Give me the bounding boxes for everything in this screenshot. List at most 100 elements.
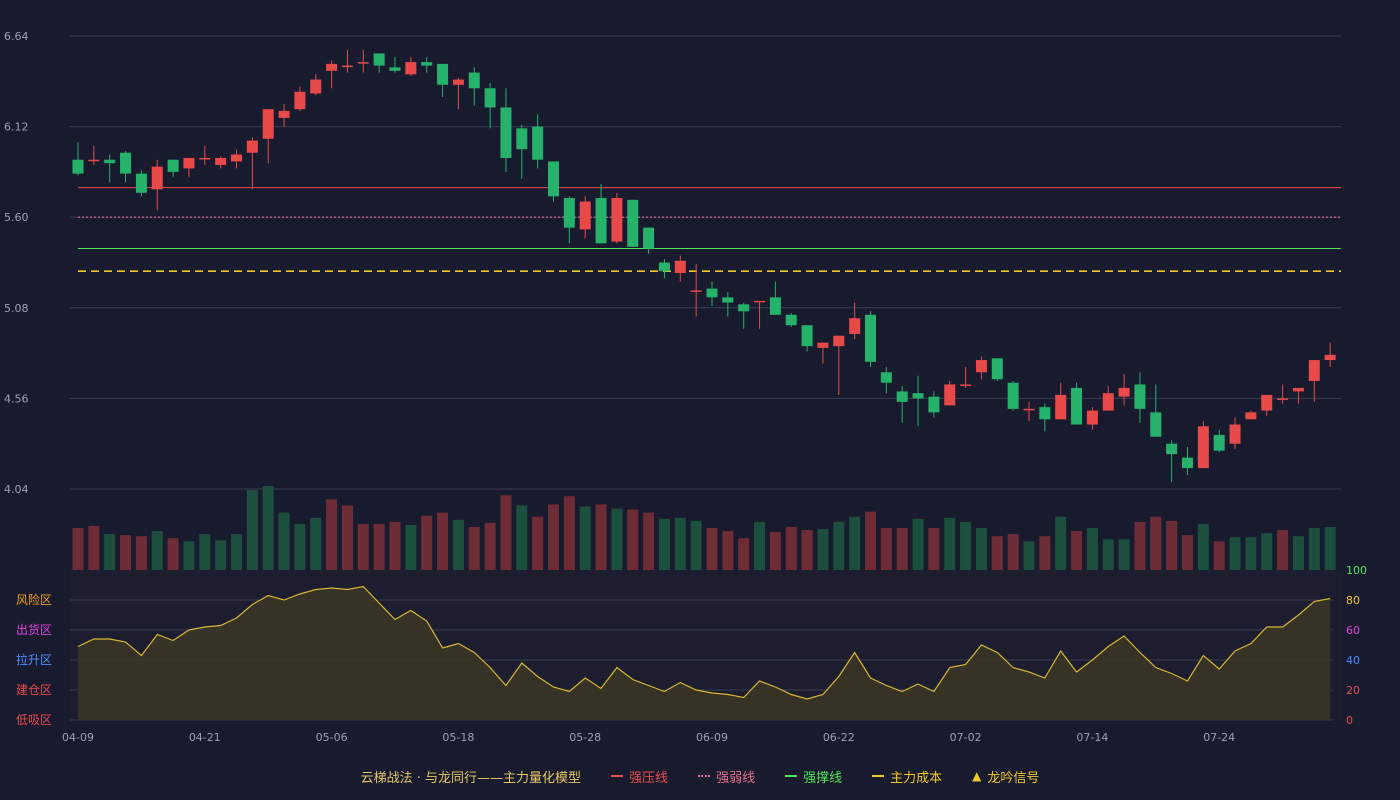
- candle-body: [1292, 387, 1304, 392]
- volume-bar: [1086, 528, 1098, 570]
- candle-body: [183, 157, 195, 169]
- volume-bar: [389, 521, 401, 570]
- volume-bar: [627, 509, 639, 570]
- candle-body: [785, 314, 797, 326]
- volume-bar: [1166, 520, 1178, 570]
- volume-bar: [849, 516, 861, 570]
- candle-body: [896, 391, 908, 402]
- legend-support[interactable]: 强撑线: [785, 767, 842, 786]
- price-tick-label: 5.60: [4, 211, 29, 224]
- candle-body: [1134, 384, 1146, 409]
- candle-body: [1055, 394, 1067, 420]
- candle-body: [643, 227, 655, 249]
- candle-body: [817, 342, 829, 348]
- candle-body: [960, 384, 972, 386]
- candle-body: [405, 62, 417, 75]
- volume-bar: [1245, 537, 1257, 570]
- volume-bar: [1023, 541, 1035, 570]
- candle-body: [833, 335, 845, 347]
- legend-signal-label: 龙吟信号: [987, 770, 1040, 786]
- volume-bar: [912, 518, 924, 570]
- volume-bar: [120, 535, 132, 570]
- volume-bar: [991, 536, 1003, 570]
- volume-bar: [72, 528, 84, 570]
- candle-body: [231, 154, 242, 162]
- volume-bar: [1118, 539, 1130, 570]
- volume-bar: [754, 521, 766, 570]
- candle-body: [1229, 424, 1241, 444]
- volume-bar: [1102, 539, 1114, 570]
- volume-bar: [326, 499, 338, 570]
- candle-body: [1118, 387, 1130, 397]
- volume-bar: [516, 505, 528, 570]
- candle-body: [548, 161, 559, 197]
- legend-pressure[interactable]: 强压线: [611, 767, 668, 786]
- pressure-line-swatch: [611, 775, 624, 777]
- candle-body: [722, 297, 734, 303]
- volume-bar: [944, 517, 956, 570]
- candle-body: [880, 372, 892, 383]
- oscillator-tick-label: 100: [1346, 564, 1367, 577]
- candle-body: [658, 262, 670, 272]
- volume-bar: [595, 504, 607, 570]
- cost-line-swatch: [872, 775, 885, 777]
- volume-bar: [452, 519, 464, 570]
- candle-body: [500, 107, 512, 158]
- legend-weak-label: 强弱线: [716, 770, 756, 786]
- volume-bar: [231, 534, 242, 570]
- legend-signal[interactable]: ▲ 龙吟信号: [972, 767, 1039, 786]
- candle-body: [72, 159, 84, 174]
- volume-bar: [674, 517, 686, 570]
- candle-body: [1197, 426, 1209, 469]
- volume-bar: [658, 518, 670, 570]
- volume-bar: [1007, 534, 1019, 570]
- volume-bar: [199, 534, 211, 570]
- volume-bar: [769, 532, 781, 570]
- zone-label: 风险区: [16, 592, 52, 607]
- candle-body: [706, 288, 718, 298]
- candle-body: [1213, 434, 1225, 451]
- triangle-up-icon: ▲: [972, 769, 982, 783]
- candle-body: [975, 360, 987, 373]
- legend-weak[interactable]: 强弱线: [698, 767, 755, 786]
- candle-body: [437, 63, 449, 85]
- price-tick-label: 5.08: [4, 302, 29, 315]
- volume-bar: [801, 530, 813, 570]
- oscillator-tick-label: 0: [1346, 714, 1353, 727]
- oscillator-tick-label: 60: [1346, 624, 1360, 637]
- date-tick-label: 04-21: [189, 731, 221, 744]
- price-tick-label: 4.04: [4, 483, 29, 496]
- candle-body: [1261, 394, 1273, 411]
- volume-bar: [1182, 535, 1193, 570]
- candle-body: [1182, 457, 1193, 469]
- legend-cost[interactable]: 主力成本: [872, 767, 942, 786]
- volume-bar: [484, 522, 496, 570]
- volume-bar: [548, 504, 559, 570]
- oscillator-tick-label: 80: [1346, 594, 1360, 607]
- volume-bar: [246, 490, 258, 570]
- date-tick-label: 06-09: [696, 731, 728, 744]
- volume-bar: [405, 524, 417, 570]
- oscillator-line: [77, 585, 1331, 700]
- oscillator-tick-label: 20: [1346, 684, 1360, 697]
- candle-body: [389, 67, 401, 71]
- volume-bar: [690, 520, 702, 570]
- legend-cost-label: 主力成本: [890, 770, 943, 786]
- volume-bar: [294, 523, 306, 570]
- candle-body: [88, 159, 100, 162]
- volume-bar: [532, 516, 544, 570]
- volume-bar: [1292, 536, 1304, 570]
- volume-bar: [563, 496, 575, 570]
- volume-bar: [104, 534, 116, 570]
- zone-label: 拉升区: [16, 652, 52, 667]
- candle-body: [849, 318, 861, 334]
- volume-bar: [865, 511, 876, 570]
- volume-bar: [643, 512, 655, 570]
- volume-bar: [738, 538, 750, 570]
- volume-bar: [1150, 516, 1162, 570]
- date-tick-label: 05-06: [316, 731, 348, 744]
- candle-body: [484, 88, 496, 108]
- candle-body: [452, 79, 464, 85]
- candle-body: [754, 300, 766, 303]
- candle-body: [1102, 393, 1114, 411]
